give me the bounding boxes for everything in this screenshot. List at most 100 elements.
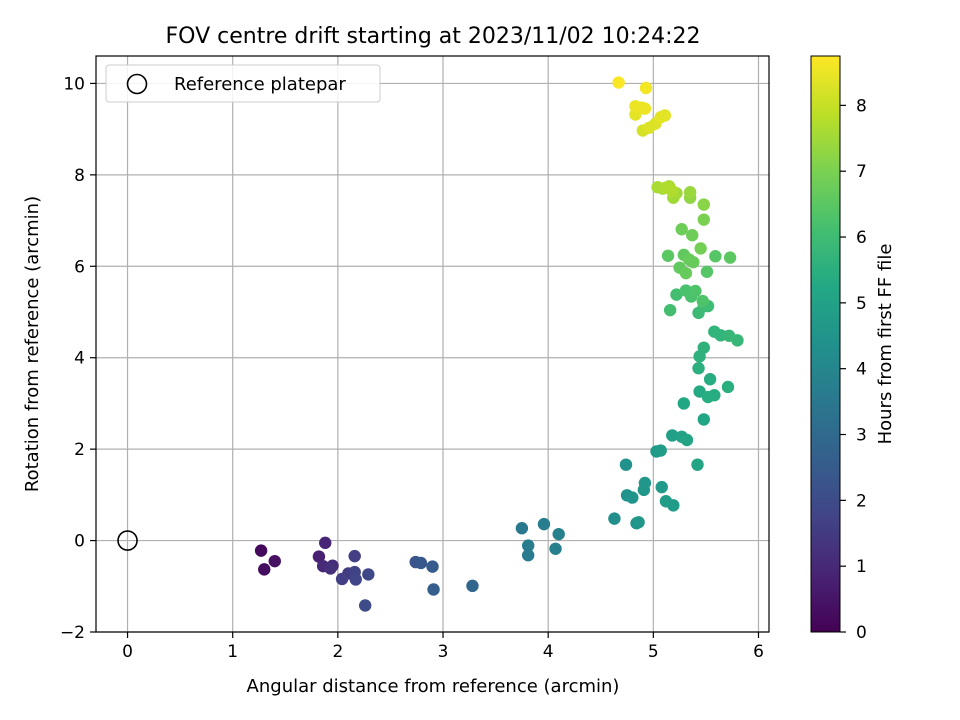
colorbar-gradient: [810, 55, 841, 633]
colorbar-tick-label: 3: [856, 426, 867, 446]
x-tick-label: 2: [332, 642, 343, 662]
x-tick-label: 0: [122, 642, 133, 662]
data-point: [324, 562, 337, 575]
data-point: [549, 542, 562, 555]
data-point: [667, 499, 680, 512]
y-tick-label: −2: [60, 623, 85, 643]
data-point: [655, 480, 668, 494]
data-point: [703, 373, 717, 386]
x-tick-label: 6: [753, 642, 764, 662]
data-point: [692, 362, 705, 375]
data-point: [414, 556, 428, 570]
data-point: [319, 536, 332, 550]
data-point: [427, 583, 440, 596]
data-points: [254, 76, 744, 612]
data-point: [708, 389, 721, 402]
data-point: [677, 397, 691, 410]
data-point: [709, 250, 722, 263]
data-point: [515, 522, 529, 535]
data-point: [654, 444, 667, 457]
data-point: [349, 573, 362, 586]
data-point: [639, 81, 653, 95]
x-axis-ticks: 0 1 2 3 4 5 6: [122, 632, 764, 662]
colorbar-tick-label: 4: [856, 360, 867, 380]
x-tick-label: 3: [438, 642, 449, 662]
data-point: [362, 568, 375, 581]
legend-reference-marker: [126, 73, 148, 95]
colorbar-tick-label: 1: [856, 557, 867, 577]
data-point: [466, 579, 479, 593]
data-point: [258, 563, 271, 576]
plot-area: 0 1 2 3 4 5 6 −2 0 2 4 6 8 10: [60, 55, 770, 662]
data-point: [359, 599, 372, 612]
data-point: [697, 413, 711, 426]
y-tick-label: 10: [63, 74, 85, 94]
data-point: [686, 229, 699, 242]
colorbar-tick-label: 5: [856, 294, 867, 314]
y-axis-label: Rotation from reference (arcmin): [22, 196, 43, 492]
x-tick-label: 4: [543, 642, 554, 662]
data-point: [680, 433, 694, 447]
data-point: [683, 186, 697, 199]
y-tick-label: 0: [74, 532, 85, 552]
colorbar-tick-label: 7: [856, 162, 867, 182]
x-tick-label: 1: [227, 642, 238, 662]
data-point: [638, 102, 652, 115]
data-point: [552, 527, 565, 541]
data-point: [612, 76, 625, 89]
y-tick-label: 4: [74, 349, 85, 369]
data-point: [696, 294, 709, 308]
data-point: [697, 341, 711, 354]
y-axis-ticks: −2 0 2 4 6 8 10: [60, 74, 96, 643]
data-point: [700, 265, 714, 278]
reference-platepar-marker: [117, 530, 138, 551]
data-point: [312, 550, 326, 563]
data-point: [687, 255, 700, 269]
data-point: [335, 572, 349, 586]
y-tick-label: 2: [74, 440, 85, 460]
data-point: [619, 458, 633, 471]
data-point: [659, 181, 673, 194]
legend-box: [105, 64, 381, 103]
chart-title: FOV centre drift starting at 2023/11/02 …: [166, 24, 701, 49]
data-point: [254, 544, 268, 557]
grid: [96, 56, 769, 633]
data-point: [721, 380, 735, 394]
data-point: [670, 288, 683, 301]
data-point: [426, 560, 439, 573]
data-point: [348, 549, 361, 563]
data-point: [638, 476, 652, 490]
x-axis-label: Angular distance from reference (arcmin): [247, 676, 620, 697]
y-tick-label: 8: [74, 166, 85, 186]
data-point: [658, 109, 672, 122]
data-point: [663, 303, 677, 317]
data-point: [666, 429, 679, 442]
data-point: [608, 512, 621, 525]
data-point: [694, 242, 707, 255]
legend: Reference platepar: [105, 64, 381, 103]
data-point: [675, 223, 688, 236]
data-point: [691, 458, 704, 471]
colorbar-tick-label: 0: [856, 623, 867, 643]
colorbar-label: Hours from first FF file: [875, 244, 896, 445]
data-point: [521, 539, 535, 552]
y-tick-label: 6: [74, 257, 85, 277]
data-point: [268, 554, 281, 568]
data-point: [679, 266, 693, 280]
colorbar-tick-label: 8: [856, 96, 867, 116]
colorbar: 0 1 2 3 4 5 6 7 8 Hours from first FF file: [810, 55, 896, 643]
legend-label: Reference platepar: [174, 74, 346, 95]
data-point: [731, 334, 744, 347]
colorbar-ticks: 0 1 2 3 4 5 6 7 8: [840, 96, 867, 643]
data-point: [689, 284, 702, 298]
data-point: [626, 491, 639, 504]
data-point: [537, 517, 551, 531]
data-point: [632, 516, 645, 529]
x-tick-label: 5: [648, 642, 659, 662]
data-point: [521, 549, 535, 562]
plot-frame: [95, 55, 770, 633]
data-point: [723, 251, 737, 264]
data-point: [661, 249, 675, 262]
colorbar-tick-label: 2: [856, 491, 867, 511]
